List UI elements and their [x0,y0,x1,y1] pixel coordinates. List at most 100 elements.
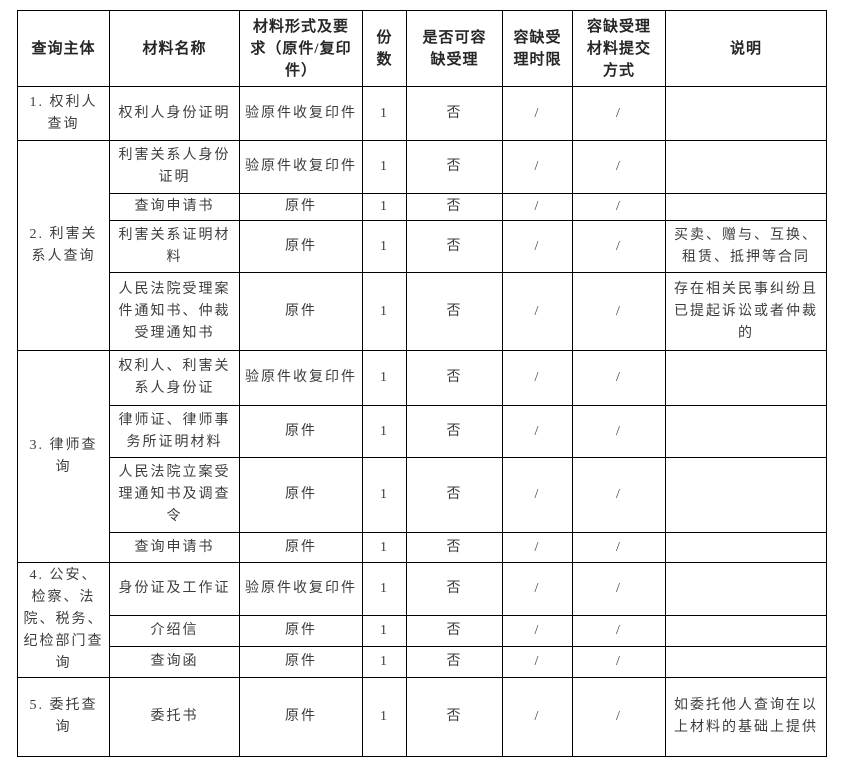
cell-copies: 1 [362,645,407,679]
cell-subject: 3. 律师查询 [17,350,110,563]
cell-note [665,614,827,647]
cell-submit-method: / [572,193,666,221]
table-row: 查询申请书 原件 1 否 / / [18,532,827,563]
cell-subject: 4. 公安、检察、法院、税务、纪检部门查询 [17,562,110,678]
cell-time-limit: / [502,677,573,757]
cell-copies: 1 [362,193,407,221]
table-row: 5. 委托查询 委托书 原件 1 否 / / 如委托他人查询在以上材料的基础上提… [17,677,827,757]
cell-note [665,86,827,141]
cell-note [665,405,827,458]
cell-material: 权利人、利害关系人身份证 [109,350,240,406]
table-row: 2. 利害关系人查询 利害关系人身份证明 验原件收复印件 1 否 / / [17,140,827,351]
cell-copies: 1 [362,562,407,616]
col-header-note: 说明 [665,10,827,87]
cell-form: 原件 [239,645,363,679]
cell-material: 人民法院受理案件通知书、仲裁受理通知书 [109,272,240,351]
cell-material: 利害关系人身份证明 [109,140,240,194]
materials-requirements-table: 查询主体 材料名称 材料形式及要求（原件/复印件） 份数 是否可容缺受理 容缺受… [17,10,827,757]
cell-tolerable: 否 [406,272,503,351]
cell-copies: 1 [362,457,407,533]
cell-material: 查询函 [109,645,240,679]
cell-copies: 1 [362,532,407,563]
col-header-material: 材料名称 [109,10,240,87]
cell-material: 查询申请书 [109,193,240,221]
cell-time-limit: / [502,140,573,194]
cell-note [665,532,827,563]
cell-tolerable: 否 [406,677,503,757]
table-header-row: 查询主体 材料名称 材料形式及要求（原件/复印件） 份数 是否可容缺受理 容缺受… [17,10,827,87]
cell-time-limit: / [502,645,573,679]
cell-submit-method: / [572,405,666,458]
cell-tolerable: 否 [406,645,503,679]
cell-time-limit: / [502,193,573,221]
table-row: 人民法院受理案件通知书、仲裁受理通知书 原件 1 否 / / 存在相关民事纠纷且… [18,272,827,351]
cell-copies: 1 [362,677,407,757]
cell-tolerable: 否 [406,220,503,273]
cell-form: 原件 [239,220,363,273]
cell-submit-method: / [572,350,666,406]
cell-material: 委托书 [109,677,240,757]
cell-time-limit: / [502,86,573,141]
cell-form: 验原件收复印件 [239,350,363,406]
table-row: 查询函 原件 1 否 / / [18,645,827,679]
cell-material: 利害关系证明材料 [109,220,240,273]
cell-copies: 1 [362,350,407,406]
cell-time-limit: / [502,532,573,563]
cell-time-limit: / [502,220,573,273]
cell-tolerable: 否 [406,405,503,458]
cell-form: 原件 [239,193,363,221]
cell-note: 如委托他人查询在以上材料的基础上提供 [665,677,827,757]
cell-form: 原件 [239,532,363,563]
col-header-subject: 查询主体 [17,10,110,87]
cell-form: 验原件收复印件 [239,140,363,194]
cell-submit-method: / [572,614,666,647]
cell-material: 权利人身份证明 [109,86,240,141]
table-row: 利害关系证明材料 原件 1 否 / / 买卖、赠与、互换、租赁、抵押等合同 [18,220,827,273]
cell-copies: 1 [362,272,407,351]
cell-note: 买卖、赠与、互换、租赁、抵押等合同 [665,220,827,273]
cell-form: 原件 [239,272,363,351]
cell-note [665,645,827,679]
cell-tolerable: 否 [406,457,503,533]
cell-material: 查询申请书 [109,532,240,563]
cell-form: 验原件收复印件 [239,562,363,616]
cell-note [665,350,827,406]
cell-subject: 2. 利害关系人查询 [17,140,110,351]
table-row: 律师证、律师事务所证明材料 原件 1 否 / / [18,405,827,458]
cell-material: 介绍信 [109,614,240,647]
cell-subject: 5. 委托查询 [17,677,110,757]
cell-form: 原件 [239,405,363,458]
cell-note [665,193,827,221]
cell-submit-method: / [572,532,666,563]
col-header-time-limit: 容缺受理时限 [502,10,573,87]
cell-tolerable: 否 [406,86,503,141]
table-row: 4. 公安、检察、法院、税务、纪检部门查询 身份证及工作证 验原件收复印件 1 … [17,562,827,678]
cell-time-limit: / [502,350,573,406]
cell-time-limit: / [502,562,573,616]
cell-tolerable: 否 [406,532,503,563]
cell-form: 原件 [239,614,363,647]
cell-submit-method: / [572,677,666,757]
cell-time-limit: / [502,405,573,458]
cell-tolerable: 否 [406,140,503,194]
cell-subject: 1. 权利人查询 [17,86,110,141]
cell-form: 原件 [239,457,363,533]
cell-form: 验原件收复印件 [239,86,363,141]
cell-submit-method: / [572,272,666,351]
cell-copies: 1 [362,405,407,458]
cell-time-limit: / [502,457,573,533]
cell-material: 律师证、律师事务所证明材料 [109,405,240,458]
cell-note [665,562,827,616]
cell-submit-method: / [572,645,666,679]
cell-tolerable: 否 [406,193,503,221]
col-header-tolerable: 是否可容缺受理 [406,10,503,87]
cell-copies: 1 [362,614,407,647]
col-header-copies: 份数 [362,10,407,87]
table-row: 查询申请书 原件 1 否 / / [18,193,827,221]
cell-tolerable: 否 [406,562,503,616]
table-row: 3. 律师查询 权利人、利害关系人身份证 验原件收复印件 1 否 / / [17,350,827,563]
cell-note [665,140,827,194]
cell-time-limit: / [502,272,573,351]
cell-copies: 1 [362,220,407,273]
